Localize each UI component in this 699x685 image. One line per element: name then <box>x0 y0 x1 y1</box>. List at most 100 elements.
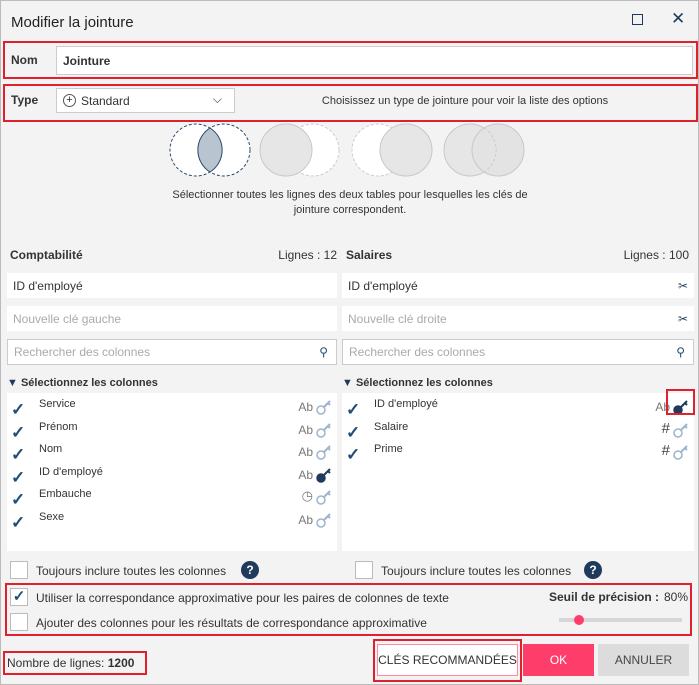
chevron-down-icon: ⌵ <box>212 92 222 106</box>
right-include-all-label: Toujours inclure toutes les colonnes <box>381 564 572 578</box>
fuzzy-add-label: Ajouter des colonnes pour les résultats … <box>36 616 427 630</box>
right-new-key-field[interactable]: Nouvelle clé droite ✂ <box>342 306 694 331</box>
type-icon: Ab <box>298 445 313 459</box>
cancel-button[interactable]: ANNULER <box>598 644 689 676</box>
name-input[interactable]: Jointure <box>56 46 693 75</box>
column-name: ID d'employé <box>374 398 438 410</box>
type-section <box>3 84 698 122</box>
threshold-slider[interactable] <box>559 615 682 625</box>
column-row[interactable]: ✓ Service Ab <box>7 398 337 420</box>
left-select-columns-toggle[interactable]: ▼ Sélectionnez les colonnes <box>7 377 158 389</box>
triangle-down-icon: ▼ <box>7 377 18 389</box>
help-icon[interactable]: ? <box>584 561 602 579</box>
column-row[interactable]: ✓ Sexe Ab <box>7 511 337 533</box>
column-row[interactable]: ✓ ID d'employé Ab <box>7 466 337 488</box>
threshold-label: Seuil de précision : <box>549 590 660 604</box>
column-row[interactable]: ✓ Nom Ab <box>7 443 337 465</box>
right-row-count: Lignes : 100 <box>623 248 689 262</box>
column-name: Prénom <box>39 420 78 433</box>
checkbox-checked-icon[interactable]: ✓ <box>11 490 26 509</box>
right-include-all-checkbox[interactable] <box>355 561 373 579</box>
clock-icon: ◷ <box>301 488 313 503</box>
checkbox-checked-icon[interactable]: ✓ <box>11 445 26 464</box>
key-icon[interactable] <box>315 488 333 506</box>
key-icon[interactable] <box>672 421 690 439</box>
column-name: ID d'employé <box>39 465 103 478</box>
recommended-keys-button[interactable]: CLÉS RECOMMANDÉES <box>377 644 518 676</box>
type-dropdown[interactable]: + Standard ⌵ <box>56 88 235 113</box>
remove-key-icon[interactable]: ✂ <box>677 278 688 293</box>
left-key-field[interactable]: ID d'employé <box>7 273 337 298</box>
column-row[interactable]: ✓ Prime # <box>342 442 694 465</box>
key-icon[interactable] <box>315 511 333 529</box>
type-icon: # <box>661 419 670 437</box>
key-icon[interactable] <box>315 398 333 416</box>
left-table-name: Comptabilité <box>10 248 83 262</box>
threshold-value: 80% <box>664 590 689 604</box>
right-select-columns-toggle[interactable]: ▼ Sélectionnez les colonnes <box>342 377 493 389</box>
type-icon: # <box>661 442 670 459</box>
join-description-line: jointure correspondent. <box>293 204 407 216</box>
column-name: Embauche <box>39 488 92 500</box>
search-icon: ⚲ <box>676 345 685 359</box>
left-include-all-label: Toujours inclure toutes les colonnes <box>36 564 227 578</box>
checkbox-checked-icon[interactable]: ✓ <box>346 445 361 464</box>
fuzzy-use-label: Utiliser la correspondance approximative… <box>36 591 449 605</box>
row-count: Nombre de lignes: 1200 <box>7 656 135 670</box>
column-row[interactable]: ✓ Prénom Ab <box>7 421 337 443</box>
left-row-count: Lignes : 12 <box>278 248 337 262</box>
slider-thumb[interactable] <box>573 615 584 625</box>
key-highlight <box>666 389 695 415</box>
help-icon[interactable]: ? <box>241 561 259 579</box>
join-left-option[interactable] <box>259 123 340 177</box>
maximize-icon[interactable] <box>632 14 643 25</box>
join-description: Sélectionner toutes les lignes des deux … <box>101 188 599 218</box>
checkbox-checked-icon[interactable]: ✓ <box>11 400 26 419</box>
column-row[interactable]: ✓ Salaire # <box>342 419 694 443</box>
join-inner-option[interactable] <box>169 123 251 177</box>
checkbox-checked-icon[interactable]: ✓ <box>11 467 26 487</box>
type-label: Type <box>11 93 39 107</box>
column-row[interactable]: ✓ Embauche ◷ <box>7 488 337 510</box>
fuzzy-match-section <box>5 583 692 636</box>
triangle-down-icon: ▼ <box>342 377 353 389</box>
join-full-option[interactable] <box>443 123 525 177</box>
left-search-input[interactable]: Rechercher des colonnes ⚲ <box>7 339 337 365</box>
key-icon[interactable] <box>672 443 690 461</box>
checkbox-checked-icon[interactable]: ✓ <box>11 422 26 442</box>
column-row[interactable]: ✓ ID d'employé Ab <box>342 398 694 420</box>
key-icon[interactable] <box>315 466 333 484</box>
join-type-selector <box>169 123 525 177</box>
fuzzy-add-checkbox[interactable] <box>10 613 28 631</box>
left-column-list: ✓ Service Ab ✓ Prénom Ab ✓ Nom Ab ✓ ID d'employé Ab… <box>7 393 337 551</box>
checkbox-checked-icon[interactable]: ✓ <box>11 512 26 532</box>
search-icon: ⚲ <box>319 345 328 359</box>
name-section <box>3 41 698 79</box>
checkbox-checked-icon[interactable]: ✓ <box>346 400 361 419</box>
join-description-line: Sélectionner toutes les lignes des deux … <box>172 189 528 201</box>
right-key-field[interactable]: ID d'employé ✂ <box>342 273 694 298</box>
key-icon[interactable] <box>315 443 333 461</box>
checkbox-checked-icon[interactable]: ✓ <box>346 422 361 442</box>
remove-key-icon[interactable]: ✂ <box>677 311 688 326</box>
join-right-option[interactable] <box>351 123 433 177</box>
fuzzy-use-checkbox[interactable]: ✓ <box>10 588 28 606</box>
recommended-highlight <box>373 639 522 682</box>
right-column-list: ✓ ID d'employé Ab ✓ Salaire # ✓ Prime # <box>342 393 694 551</box>
type-icon: Ab <box>298 400 313 414</box>
column-name: Salaire <box>374 420 409 433</box>
type-icon: Ab <box>298 467 313 482</box>
name-label: Nom <box>11 53 38 67</box>
left-include-all-checkbox[interactable] <box>10 561 28 579</box>
key-icon[interactable] <box>315 421 333 439</box>
left-new-key-field[interactable]: Nouvelle clé gauche <box>7 306 337 331</box>
row-count-box <box>3 651 147 675</box>
ok-button[interactable]: OK <box>523 644 594 676</box>
column-name: Sexe <box>39 510 65 523</box>
right-table-name: Salaires <box>346 248 393 262</box>
right-search-input[interactable]: Rechercher des colonnes ⚲ <box>342 339 694 365</box>
type-icon: Ab <box>298 512 313 527</box>
key-icon[interactable] <box>672 398 690 416</box>
close-icon[interactable]: ✕ <box>671 9 686 28</box>
